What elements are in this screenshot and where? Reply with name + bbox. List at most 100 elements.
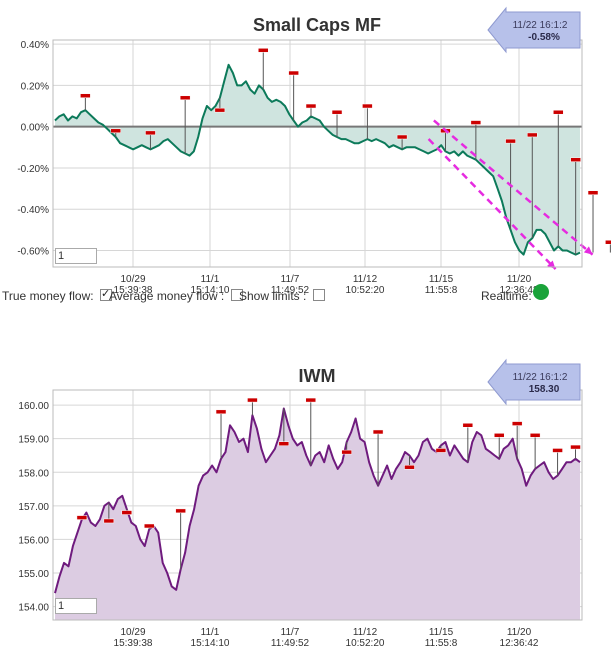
true-money-flow-checkbox[interactable]: [99, 287, 112, 301]
x-tick-date: 11/7: [281, 274, 300, 285]
event-marker: [258, 48, 269, 53]
x-tick-time: 15:39:38: [114, 638, 153, 649]
y-tick-label: 154.00: [18, 603, 49, 614]
y-tick-label: 158.00: [18, 468, 49, 479]
y-tick-label: 0.40%: [21, 40, 49, 51]
event-marker: [278, 441, 290, 446]
y-tick-label: 155.00: [18, 569, 49, 580]
badge-arrow-shape: [487, 358, 581, 406]
x-tick-date: 10/29: [120, 627, 145, 638]
event-marker: [570, 444, 581, 450]
realtime-indicator[interactable]: [533, 284, 549, 300]
event-marker: [396, 134, 408, 140]
event-marker: [145, 130, 156, 136]
x-tick-time: 11:49:52: [271, 638, 310, 649]
event-marker: [553, 109, 564, 115]
badge-value: 158.30: [529, 384, 560, 395]
event-marker: [121, 510, 133, 515]
event-marker: [511, 421, 523, 426]
x-tick-time: 10:52:20: [346, 285, 385, 296]
x-tick-date: 11/12: [353, 627, 378, 638]
y-tick-label: 157.00: [18, 502, 49, 513]
event-marker: [605, 239, 611, 245]
x-tick-date: 11/7: [281, 627, 300, 638]
event-marker: [470, 120, 482, 125]
badge-value: -0.58%: [528, 32, 560, 43]
event-marker: [179, 95, 191, 101]
event-marker: [331, 109, 343, 115]
event-marker: [570, 157, 581, 162]
y-tick-label: 156.00: [18, 535, 49, 546]
iwm-period-input[interactable]: 1: [55, 598, 97, 614]
x-tick-date: 11/20: [507, 274, 532, 285]
true-money-flow-control[interactable]: True money flow:: [2, 287, 112, 303]
x-tick-date: 11/1: [201, 627, 220, 638]
y-tick-label: 160.00: [18, 401, 49, 412]
x-tick-time: 11:55:8: [425, 638, 458, 649]
event-marker: [288, 70, 299, 76]
y-tick-label: -0.40%: [17, 205, 49, 216]
y-tick-label: 0.00%: [21, 123, 49, 134]
event-marker: [529, 433, 541, 438]
x-tick-date: 10/29: [120, 274, 145, 285]
show-limits-label: Show limits :: [239, 289, 307, 303]
event-marker: [305, 103, 317, 109]
plot-frame: [52, 389, 583, 621]
trend-arrow-line: [427, 138, 557, 270]
x-tick-date: 11/20: [507, 627, 532, 638]
x-tick-time: 12:36:42: [500, 285, 539, 296]
badge-arrow-shape: [487, 6, 581, 54]
event-marker: [505, 138, 516, 144]
event-marker: [527, 132, 538, 138]
event-marker: [493, 433, 505, 438]
average-money-flow-control[interactable]: Average money flow :: [109, 289, 243, 303]
trend-arrowhead: [583, 246, 593, 255]
event-marker: [404, 464, 415, 470]
event-marker: [214, 107, 226, 113]
event-marker: [462, 423, 474, 428]
series-area-fill: [55, 64, 580, 255]
plot-frame: [52, 39, 583, 268]
y-tick-label: 159.00: [18, 435, 49, 446]
series-line: [54, 63, 581, 256]
x-tick-time: 15:14:10: [191, 638, 230, 649]
event-marker: [305, 397, 317, 403]
y-tick-label: -0.20%: [17, 164, 49, 175]
event-marker: [247, 397, 258, 403]
x-tick-time: 11:49:52: [271, 285, 310, 296]
average-money-flow-checkbox[interactable]: [230, 289, 243, 301]
event-marker: [175, 508, 186, 514]
x-tick-date: 11/15: [429, 627, 454, 638]
badge-time: 11/22 16:1:2: [513, 20, 568, 31]
x-tick-time: 10:52:20: [346, 638, 385, 649]
average-money-flow-label: Average money flow :: [109, 289, 225, 303]
event-marker: [552, 448, 563, 453]
true-money-flow-label: True money flow:: [2, 289, 94, 303]
y-tick-label: -0.60%: [17, 246, 49, 257]
x-tick-date: 11/12: [353, 274, 378, 285]
chart-controls: True money flow: Average money flow : Sh…: [2, 287, 608, 307]
x-tick-date: 11/1: [201, 274, 220, 285]
x-tick-time: 11:55:8: [425, 285, 458, 296]
show-limits-checkbox[interactable]: [312, 289, 325, 301]
mf-period-input[interactable]: 1: [55, 248, 97, 264]
show-limits-control[interactable]: Show limits :: [239, 289, 325, 303]
x-tick-time: 12:36:42: [500, 638, 539, 649]
chart-title: IWM: [299, 366, 336, 386]
x-tick-date: 11/15: [429, 274, 454, 285]
event-marker: [587, 190, 599, 195]
x-tick-time: 15:39:38: [114, 285, 153, 296]
iwm-price-chart: IWM 160.00 159.00 158.00 157.00 156.00 155.00 1…: [18, 358, 583, 649]
trend-arrow-line: [433, 119, 594, 256]
money-flow-chart: Small Caps MF 0.40% 0.20% 0.00% -0.20% -0.40%…: [17, 6, 611, 296]
badge-time: 11/22 16:1:2: [513, 372, 568, 383]
event-marker: [143, 523, 155, 529]
event-marker: [76, 515, 88, 520]
event-marker: [103, 518, 115, 524]
realtime-label: Realtime:: [481, 289, 532, 303]
y-tick-label: 0.20%: [21, 81, 49, 92]
series-area-fill: [55, 408, 580, 620]
event-marker: [80, 93, 91, 98]
event-marker: [435, 448, 447, 453]
event-marker: [110, 128, 121, 134]
